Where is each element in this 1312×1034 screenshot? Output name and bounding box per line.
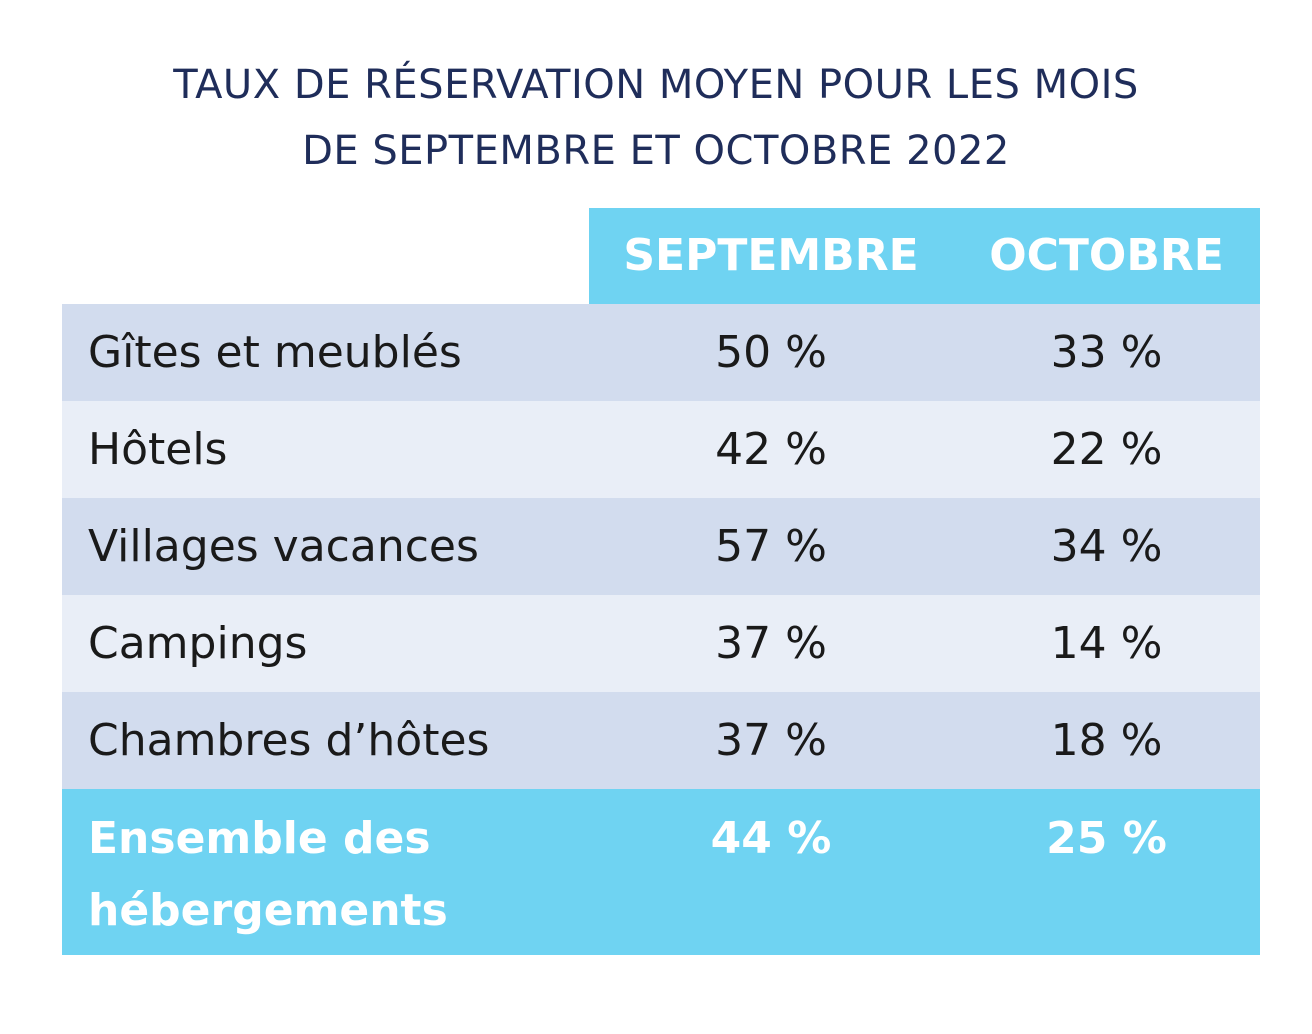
table-row: Campings 37 % 14 % bbox=[62, 595, 1260, 692]
table-row: Hôtels 42 % 22 % bbox=[62, 401, 1260, 498]
column-header-septembre: SEPTEMBRE bbox=[623, 230, 919, 281]
row-label: Chambres d’hôtes bbox=[88, 715, 490, 766]
chart-title-line-1: TAUX DE RÉSERVATION MOYEN POUR LES MOIS bbox=[173, 62, 1139, 108]
chart-title: TAUX DE RÉSERVATION MOYEN POUR LES MOIS … bbox=[0, 52, 1312, 184]
table-total-row: Ensemble des hébergements 44 % 25 % bbox=[62, 789, 1260, 955]
total-label: Ensemble des hébergements bbox=[88, 813, 448, 936]
value-octobre: 33 % bbox=[1050, 327, 1163, 378]
value-septembre: 57 % bbox=[715, 521, 827, 572]
chart-title-line-2: DE SEPTEMBRE ET OCTOBRE 2022 bbox=[302, 128, 1010, 174]
value-septembre: 37 % bbox=[715, 618, 827, 669]
column-header-octobre: OCTOBRE bbox=[989, 230, 1224, 281]
row-label: Hôtels bbox=[88, 424, 228, 475]
table-row: Chambres d’hôtes 37 % 18 % bbox=[62, 692, 1260, 789]
value-octobre: 14 % bbox=[1050, 618, 1163, 669]
value-septembre: 42 % bbox=[715, 424, 827, 475]
row-label: Campings bbox=[88, 618, 308, 669]
total-value-octobre: 25 % bbox=[1046, 813, 1167, 864]
table-row: Villages vacances 57 % 34 % bbox=[62, 498, 1260, 595]
table-header-row: SEPTEMBRE OCTOBRE bbox=[62, 208, 1260, 304]
table-header-background bbox=[589, 208, 1260, 304]
value-octobre: 34 % bbox=[1050, 521, 1163, 572]
total-value-septembre: 44 % bbox=[710, 813, 832, 864]
table-row: Gîtes et meublés 50 % 33 % bbox=[62, 304, 1260, 401]
value-septembre: 50 % bbox=[715, 327, 827, 378]
value-septembre: 37 % bbox=[715, 715, 827, 766]
value-octobre: 18 % bbox=[1050, 715, 1163, 766]
reservation-table: SEPTEMBRE OCTOBRE Gîtes et meublés 50 % … bbox=[62, 208, 1260, 955]
row-label: Villages vacances bbox=[88, 521, 479, 572]
row-label: Gîtes et meublés bbox=[88, 327, 462, 378]
value-octobre: 22 % bbox=[1050, 424, 1163, 475]
